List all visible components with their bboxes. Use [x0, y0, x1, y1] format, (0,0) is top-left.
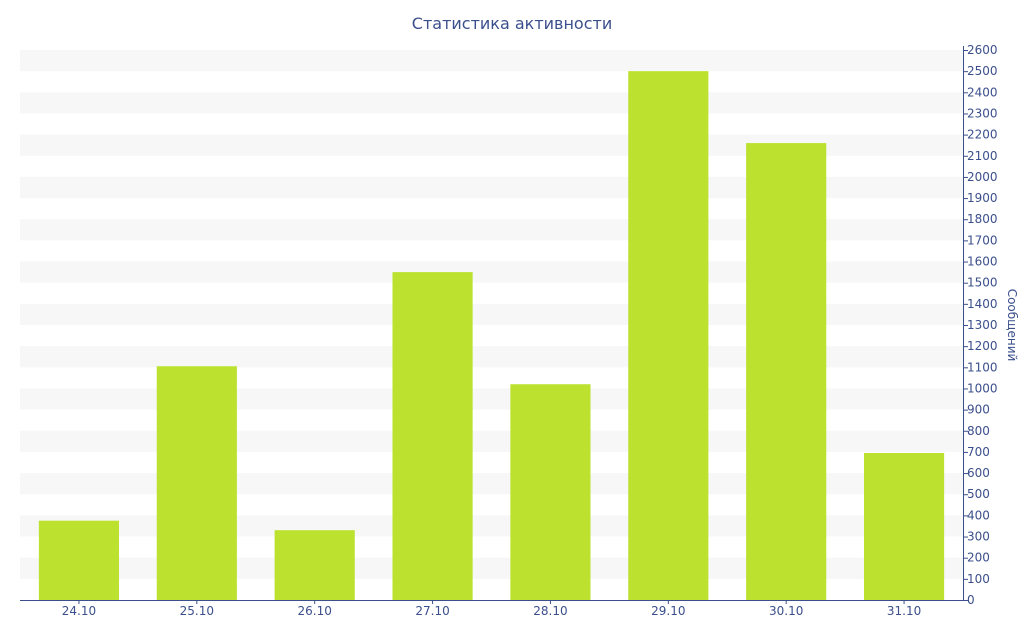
y-tick-label: 2500 — [967, 64, 998, 78]
bar-30.10 — [746, 143, 827, 601]
y-tick-label: 1800 — [967, 212, 998, 226]
y-tick-label: 700 — [967, 445, 990, 459]
y-tick-label: 200 — [967, 551, 990, 565]
x-axis-ticks: 24.10 25.10 26.10 27.10 28.10 29.10 30.10 31.10 — [62, 600, 921, 618]
y-tick-label: 2300 — [967, 106, 998, 120]
chart-title: Статистика активности — [411, 14, 613, 33]
x-tick-label: 26.10 — [298, 604, 332, 618]
y-tick-label: 2100 — [967, 149, 998, 163]
x-tick-label: 29.10 — [651, 604, 685, 618]
grid-band — [20, 346, 963, 368]
axes — [20, 46, 964, 601]
bar-24.10 — [38, 520, 120, 600]
bar-31.10 — [863, 452, 945, 600]
x-tick-label: 30.10 — [769, 604, 803, 618]
y-tick-label: 1600 — [967, 255, 998, 269]
x-tick-label: 24.10 — [62, 604, 96, 618]
grid-band — [20, 473, 963, 495]
y-tick-label: 100 — [967, 572, 990, 586]
x-tick-label: 27.10 — [415, 604, 449, 618]
grid-band — [20, 261, 963, 283]
y-tick-label: 500 — [967, 487, 990, 501]
y-axis-label: Сообщений — [1005, 289, 1019, 362]
y-tick-label: 1000 — [967, 381, 998, 395]
y-tick-label: 600 — [967, 466, 990, 480]
y-tick-label: 1200 — [967, 339, 998, 353]
bar-28.10 — [510, 384, 591, 600]
x-tick-label: 28.10 — [533, 604, 567, 618]
y-tick-label: 400 — [967, 508, 990, 522]
grid-band — [20, 219, 963, 241]
bar-29.10 — [628, 71, 709, 600]
y-tick-label: 800 — [967, 424, 990, 438]
y-tick-label: 1900 — [967, 191, 998, 205]
bar-series — [38, 71, 945, 601]
grid-band — [20, 388, 963, 410]
bar-27.10 — [392, 272, 473, 600]
y-tick-label: 2400 — [967, 85, 998, 99]
bar-25.10 — [156, 366, 237, 600]
y-tick-label: 1500 — [967, 276, 998, 290]
grid-band — [20, 50, 963, 72]
grid-band — [20, 515, 963, 537]
x-tick-label: 31.10 — [887, 604, 921, 618]
y-tick-label: 1400 — [967, 297, 998, 311]
y-tick-label: 1300 — [967, 318, 998, 332]
grid-band — [20, 303, 963, 325]
y-tick-label: 2600 — [967, 43, 998, 57]
grid-band — [20, 134, 963, 156]
y-tick-label: 1700 — [967, 233, 998, 247]
bar-26.10 — [274, 530, 355, 600]
y-axis-ticks: 0 100 200 300 400 500 600 700 800 900 1000 1100 1200… — [963, 43, 998, 607]
grid-band — [20, 430, 963, 452]
grid-bands — [20, 50, 963, 579]
grid-band — [20, 557, 963, 579]
y-tick-label: 1100 — [967, 360, 998, 374]
y-tick-label: 0 — [967, 593, 975, 607]
y-tick-label: 2000 — [967, 170, 998, 184]
x-tick-label: 25.10 — [180, 604, 214, 618]
y-tick-label: 2200 — [967, 128, 998, 142]
y-tick-label: 300 — [967, 530, 990, 544]
grid-band — [20, 176, 963, 199]
grid-band — [20, 92, 963, 114]
y-tick-label: 900 — [967, 403, 990, 417]
